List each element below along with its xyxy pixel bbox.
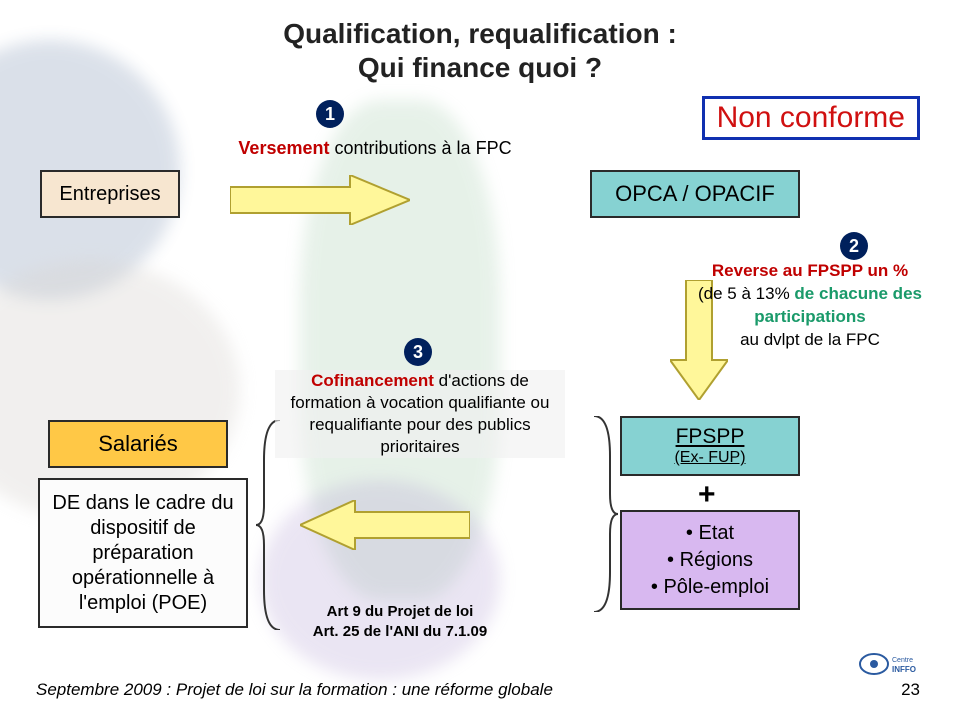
etat-line: • Pôle-emploi: [651, 574, 769, 601]
caption-versement-rest: contributions à la FPC: [329, 138, 511, 158]
reverse-red: Reverse au FPSPP un %: [712, 261, 908, 280]
plus-sign: +: [698, 478, 716, 512]
caption-cofinancement: Cofinancement d'actions de formation à v…: [275, 370, 565, 458]
fpspp-label: FPSPP: [676, 425, 745, 449]
step-circle-3: 3: [404, 338, 432, 366]
reverse-l2: (de 5 à 13%: [698, 284, 794, 303]
caption-articles: Art 9 du Projet de loi Art. 25 de l'ANI …: [280, 602, 520, 641]
arrow-right-icon: [230, 175, 410, 225]
logo-centre-inffo: Centre INFFO: [856, 650, 926, 678]
box-opca: OPCA / OPACIF: [590, 170, 800, 218]
box-fpspp: FPSPP (Ex- FUP): [620, 416, 800, 476]
box-entreprises: Entreprises: [40, 170, 180, 218]
svg-text:Centre: Centre: [892, 657, 913, 664]
etat-line: • Régions: [651, 547, 769, 574]
box-etat: • Etat • Régions • Pôle-emploi: [620, 510, 800, 610]
svg-text:INFFO: INFFO: [892, 665, 916, 674]
arrow-left-icon: [300, 500, 470, 550]
fpspp-sub: (Ex- FUP): [674, 449, 745, 467]
art-l1: Art 9 du Projet de loi: [280, 602, 520, 622]
caption-versement-red: Versement: [238, 138, 329, 158]
page-number: 23: [901, 680, 920, 700]
reverse-l3: au dvlpt de la FPC: [740, 330, 880, 349]
page-title-line2: Qui finance quoi ?: [0, 52, 960, 84]
page-title-line1: Qualification, requalification :: [0, 18, 960, 50]
caption-reverse: Reverse au FPSPP un % (de 5 à 13% de cha…: [680, 260, 940, 352]
etat-line: • Etat: [651, 520, 769, 547]
footer-note: Septembre 2009 : Projet de loi sur la fo…: [36, 680, 553, 700]
box-de-poe: DE dans le cadre du dispositif de prépar…: [38, 478, 248, 628]
brace-right-icon: [588, 416, 618, 612]
step-circle-2: 2: [840, 232, 868, 260]
cofin-red: Cofinancement: [311, 371, 434, 390]
step-circle-1: 1: [316, 100, 344, 128]
badge-non-conforme: Non conforme: [702, 96, 920, 140]
box-salaries: Salariés: [48, 420, 228, 468]
art-l2: Art. 25 de l'ANI du 7.1.09: [280, 622, 520, 642]
caption-versement: Versement contributions à la FPC: [220, 138, 530, 159]
